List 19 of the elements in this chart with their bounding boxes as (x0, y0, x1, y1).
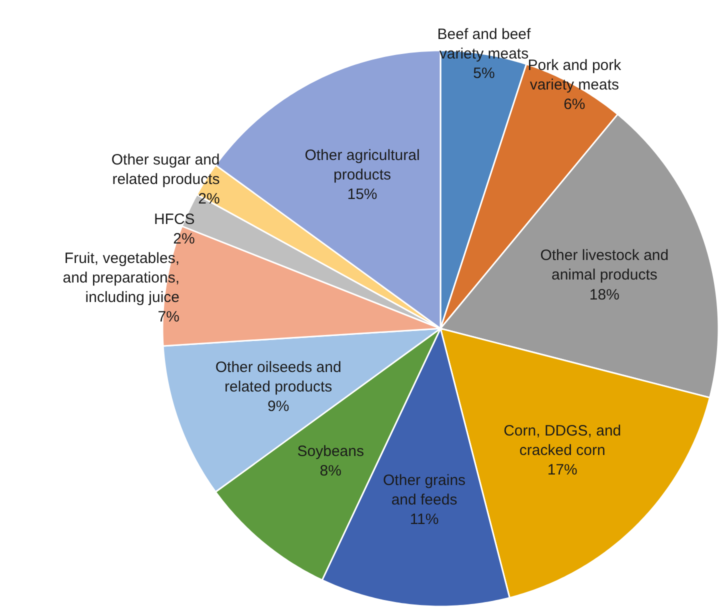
slice-label: Soybeans (297, 443, 364, 460)
data-label: 2% (173, 230, 195, 248)
data-label: 7% (158, 308, 180, 326)
data-label: 9% (267, 398, 290, 415)
data-label: 11% (410, 511, 439, 528)
data-label: 15% (347, 186, 378, 203)
data-label: 18% (589, 286, 620, 304)
slice-label: Fruit, vegetables, and preparations, including juice (62, 250, 180, 306)
data-label: 8% (320, 462, 342, 480)
slice-label: Other livestock and animal products (540, 247, 669, 284)
slice-label: Other agricultural products (304, 146, 420, 184)
slice-label: Other grains and feeds (383, 472, 466, 509)
slice-label: Pork and pork variety meats (528, 56, 622, 94)
slice-label: Corn, DDGS, and cracked corn (504, 422, 622, 459)
data-label: 17% (547, 461, 578, 478)
slice-label: Other oilseeds and related products (215, 358, 342, 396)
data-label: 6% (564, 96, 586, 113)
data-label: 5% (473, 64, 495, 82)
slice-label: HFCS (154, 211, 195, 228)
